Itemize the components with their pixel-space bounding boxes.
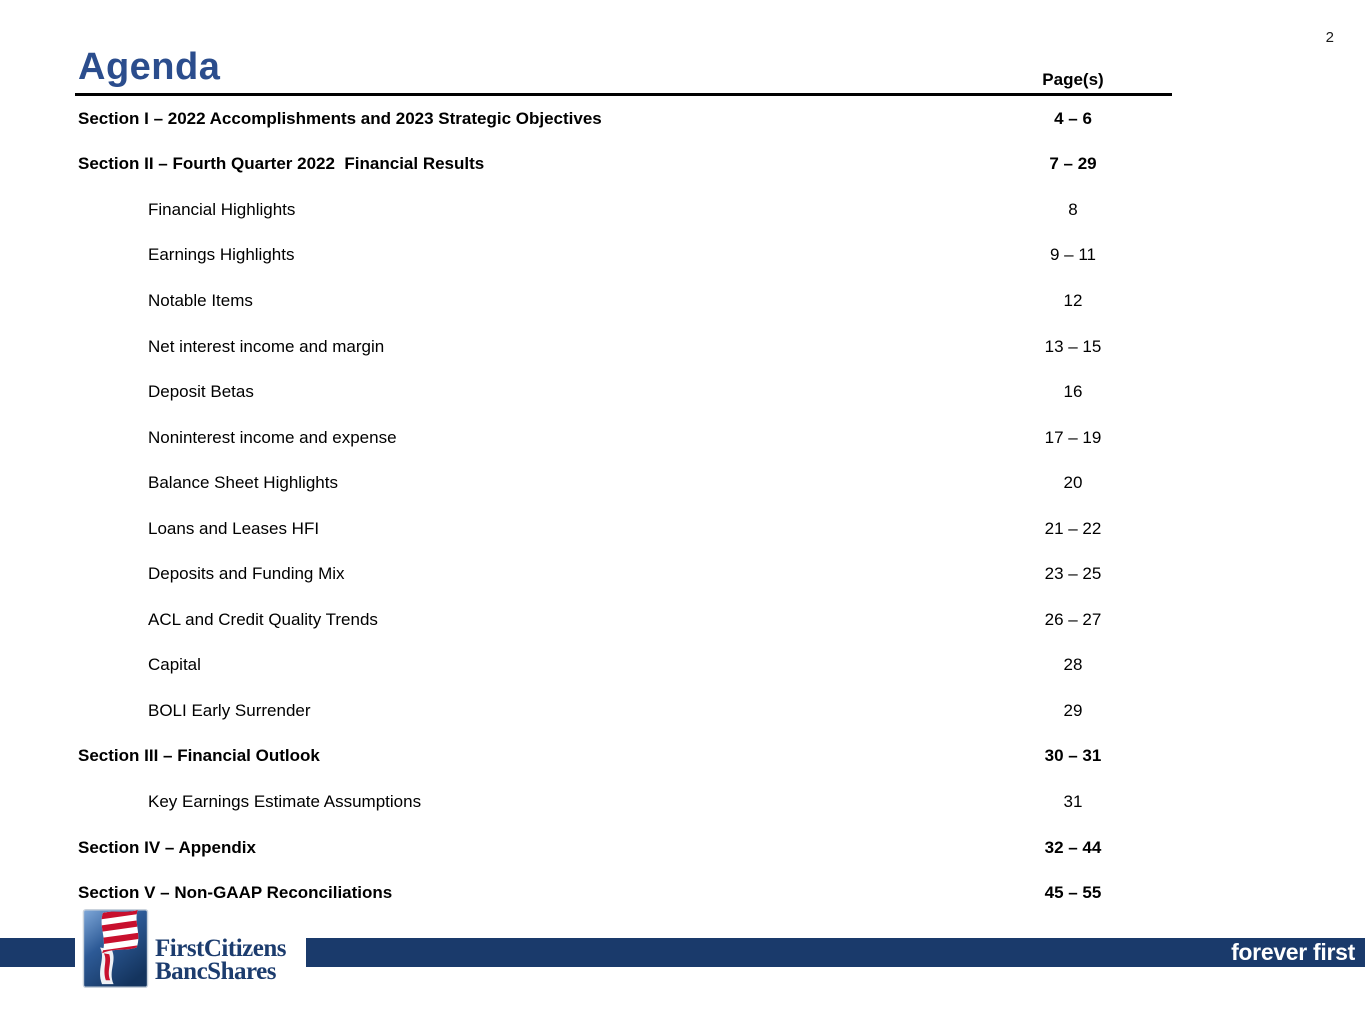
wordmark-line2: BancShares <box>155 957 276 985</box>
toc-item-label: Balance Sheet Highlights <box>148 473 338 493</box>
toc-item-label: Section III – Financial Outlook <box>78 746 320 766</box>
toc-item-pages: 26 – 27 <box>1044 609 1102 629</box>
footer-bar-left-segment <box>0 938 75 967</box>
header-divider <box>75 93 1172 96</box>
toc-item-pages: 4 – 6 <box>1054 108 1092 128</box>
toc-item-pages: 28 <box>1063 655 1083 675</box>
toc-row: Net interest income and margin 13 – 15 <box>78 324 1172 370</box>
toc-row: BOLI Early Surrender 29 <box>78 688 1172 734</box>
toc-item-pages: 17 – 19 <box>1044 427 1102 447</box>
toc-item-pages: 13 – 15 <box>1044 336 1102 356</box>
toc-item-pages: 23 – 25 <box>1044 564 1102 584</box>
toc-item-label: BOLI Early Surrender <box>148 700 311 720</box>
toc-item-pages: 30 – 31 <box>1044 746 1102 766</box>
footer-bar-right-segment <box>306 938 1365 967</box>
toc-item-label: Section IV – Appendix <box>78 837 256 857</box>
toc-item-pages: 9 – 11 <box>1049 245 1096 265</box>
toc-row: Notable Items 12 <box>78 278 1172 324</box>
firstcitizens-flag-logo-icon <box>82 909 149 988</box>
toc-row: Earnings Highlights 9 – 11 <box>78 233 1172 279</box>
toc-row: Deposit Betas 16 <box>78 369 1172 415</box>
toc-item-label: Section I – 2022 Accomplishments and 202… <box>78 108 602 128</box>
firstcitizens-bancshares-wordmark: FirstCitizens BancShares <box>155 935 286 985</box>
toc-item-label: Deposit Betas <box>148 382 254 402</box>
toc-item-pages: 7 – 29 <box>1049 154 1097 174</box>
toc-item-label: Earnings Highlights <box>148 245 295 265</box>
pages-column-header: Page(s) <box>1042 70 1104 89</box>
toc-item-label: Deposits and Funding Mix <box>148 564 345 584</box>
toc-row: Section I – 2022 Accomplishments and 202… <box>78 96 1172 142</box>
toc-item-label: Capital <box>148 655 201 675</box>
toc-row: Noninterest income and expense 17 – 19 <box>78 415 1172 461</box>
toc-row: Balance Sheet Highlights 20 <box>78 460 1172 506</box>
toc-item-pages: 31 <box>1063 791 1083 811</box>
toc-row: Financial Highlights 8 <box>78 187 1172 233</box>
toc-row: Section II – Fourth Quarter 2022 Financi… <box>78 142 1172 188</box>
slide-page-number: 2 <box>1325 29 1334 46</box>
toc-item-pages: 32 – 44 <box>1044 837 1102 857</box>
toc-item-label: Key Earnings Estimate Assumptions <box>148 791 422 811</box>
toc-item-pages: 21 – 22 <box>1044 518 1102 538</box>
toc-item-pages: 12 <box>1063 290 1083 310</box>
toc-row: ACL and Credit Quality Trends 26 – 27 <box>78 597 1172 643</box>
page-title: Agenda <box>78 46 221 88</box>
toc-item-label: Notable Items <box>148 290 253 310</box>
toc-list: Section I – 2022 Accomplishments and 202… <box>78 96 1172 916</box>
wordmark-line1: FirstCitizens <box>155 935 286 962</box>
toc-row: Section V – Non-GAAP Reconciliations 45 –… <box>78 870 1172 916</box>
toc-row: Capital 28 <box>78 643 1172 689</box>
toc-row: Key Earnings Estimate Assumptions 31 <box>78 779 1172 825</box>
toc-item-pages: 16 <box>1063 382 1083 402</box>
toc-item-label: ACL and Credit Quality Trends <box>148 609 378 629</box>
toc-item-pages: 29 <box>1063 700 1083 720</box>
toc-item-label: Financial Highlights <box>148 199 296 219</box>
forever-first-tagline: forever first <box>1231 939 1355 965</box>
toc-row: Loans and Leases HFI 21 – 22 <box>78 506 1172 552</box>
toc-item-label: Noninterest income and expense <box>148 427 397 447</box>
toc-item-label: Section II – Fourth Quarter 2022 Financi… <box>78 154 485 174</box>
toc-item-pages: 8 <box>1068 199 1078 219</box>
toc-row: Deposits and Funding Mix 23 – 25 <box>78 551 1172 597</box>
toc-item-label: Loans and Leases HFI <box>148 518 320 538</box>
toc-row: Section IV – Appendix 32 – 44 <box>78 825 1172 871</box>
toc-row: Section III – Financial Outlook 30 – 31 <box>78 734 1172 780</box>
toc-item-pages: 45 – 55 <box>1044 883 1102 903</box>
toc-item-pages: 20 <box>1063 473 1083 493</box>
toc-item-label: Section V – Non-GAAP Reconciliations <box>78 883 393 903</box>
toc-item-label: Net interest income and margin <box>148 336 385 356</box>
